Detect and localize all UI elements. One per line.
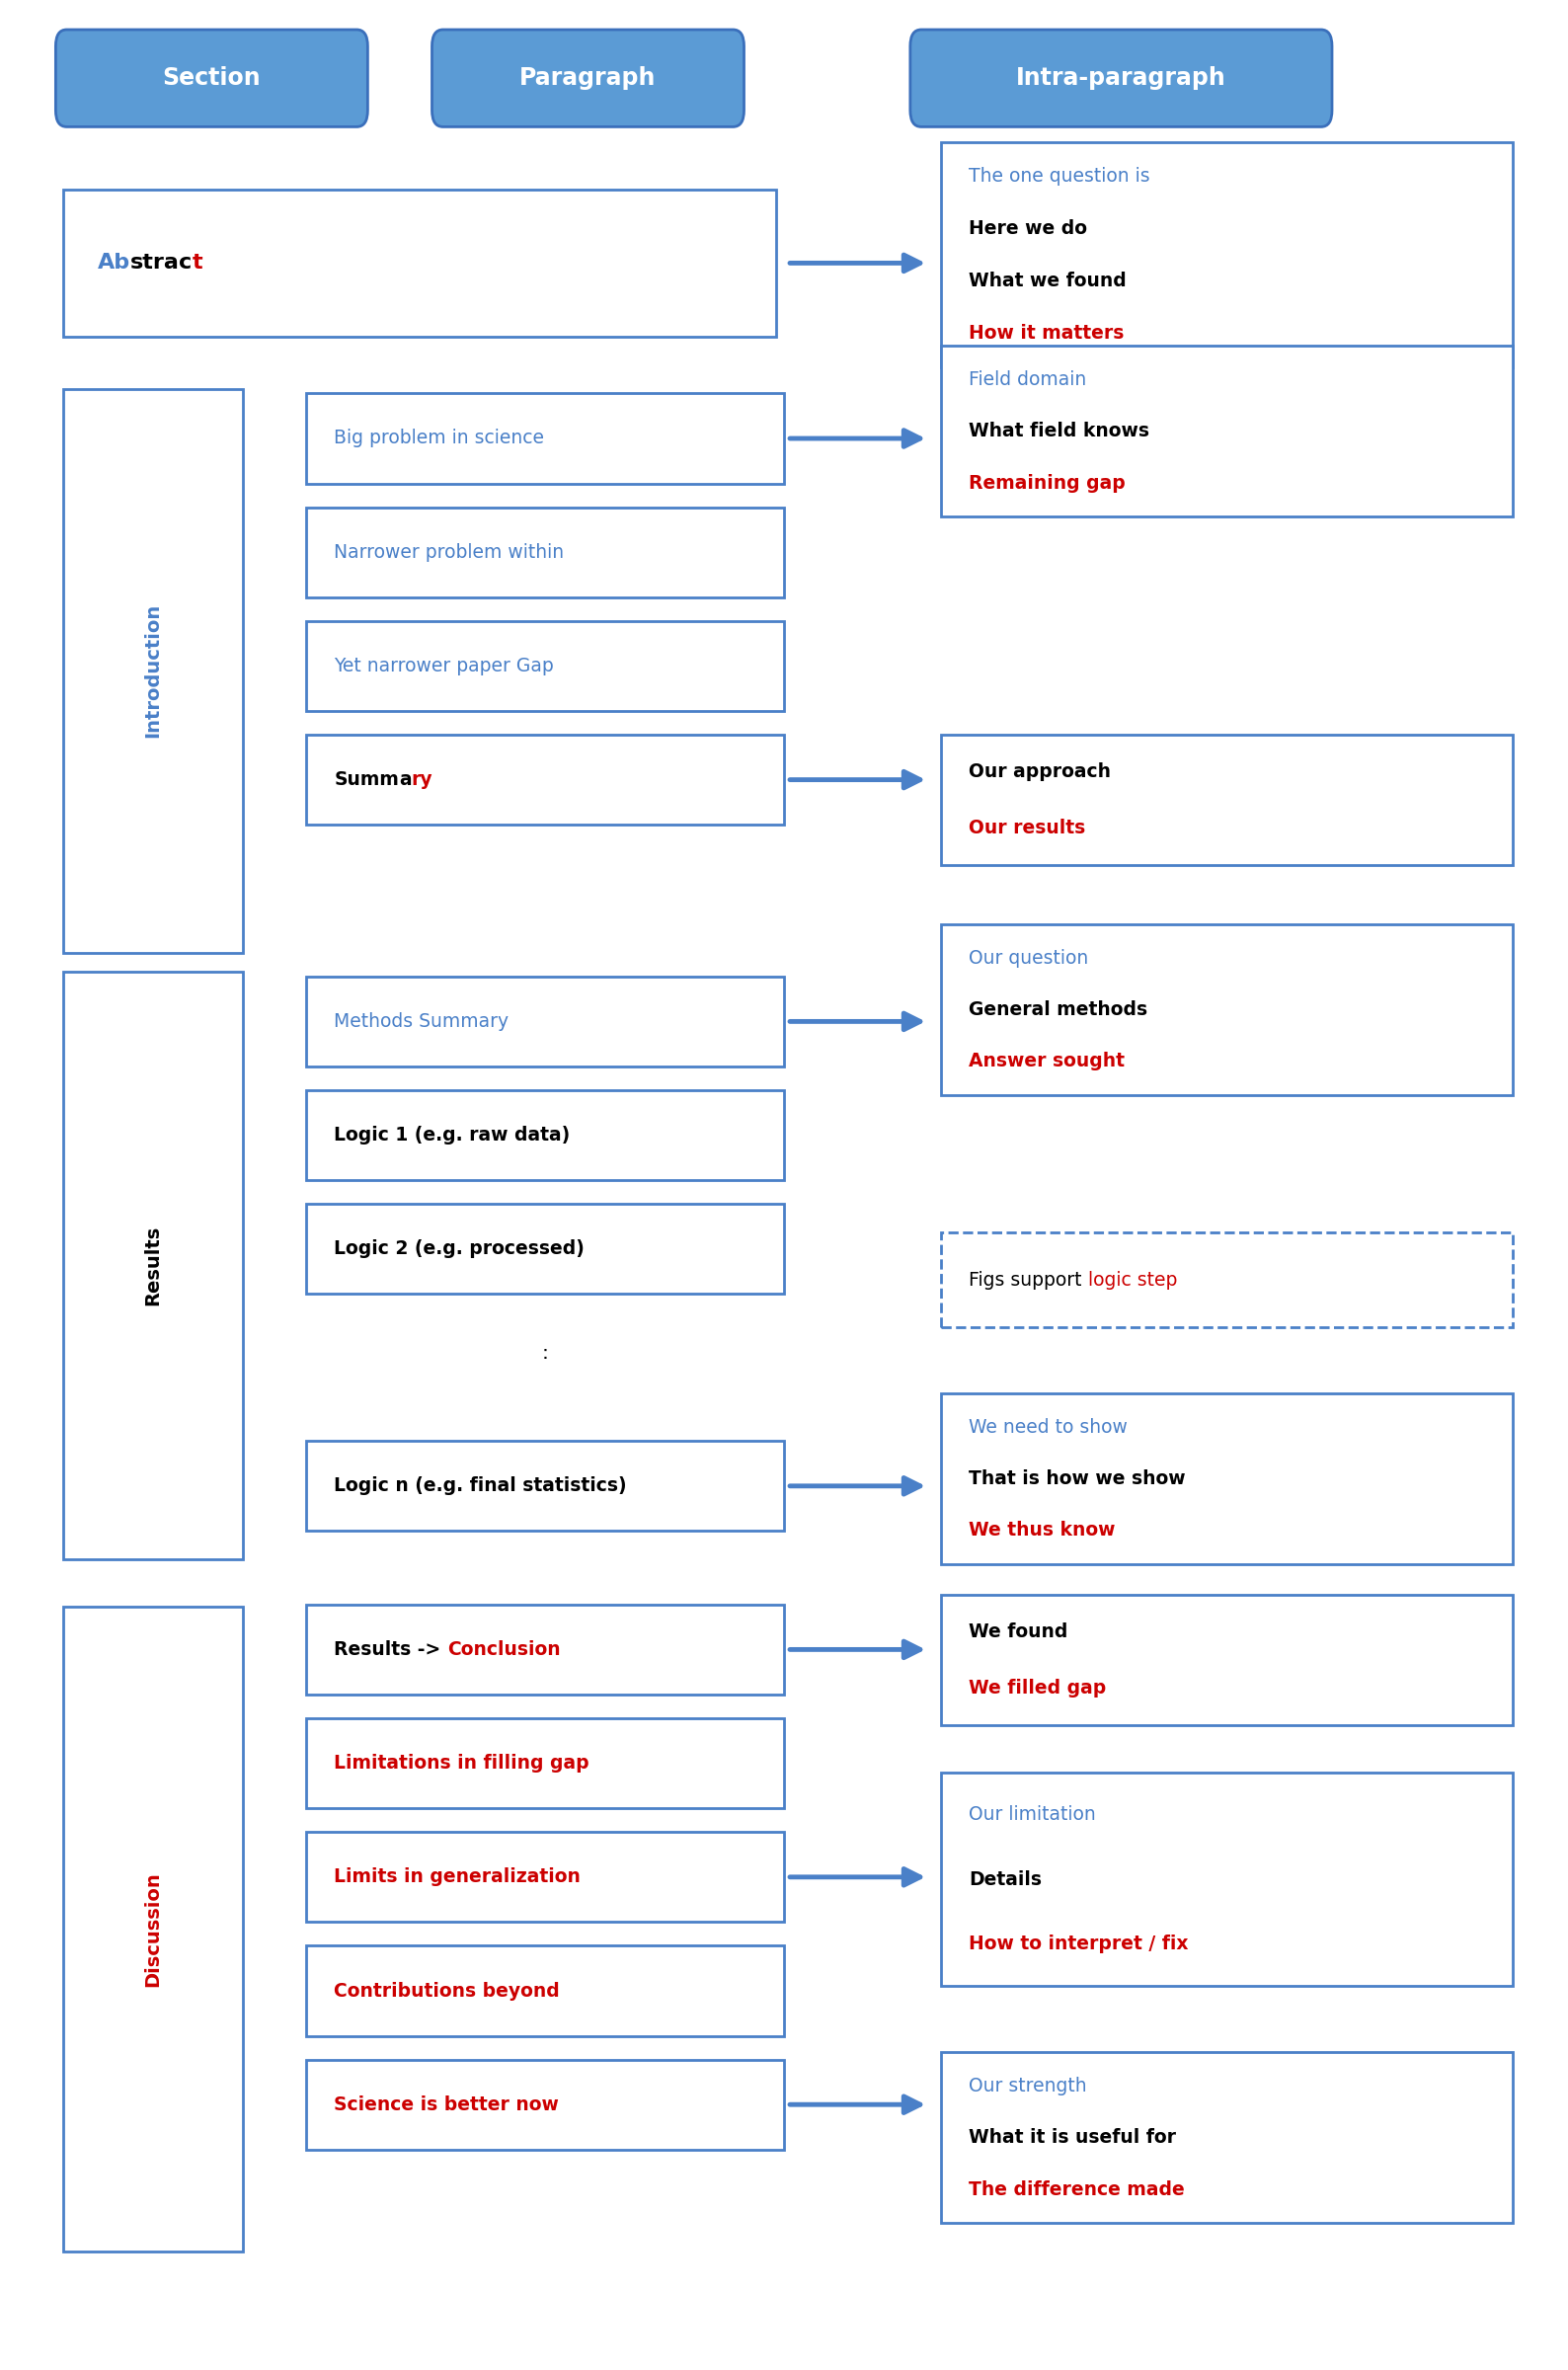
Text: Section: Section — [163, 66, 260, 90]
Text: t: t — [193, 254, 202, 273]
Text: How to interpret / fix: How to interpret / fix — [969, 1934, 1189, 1953]
Bar — [306, 1090, 784, 1180]
Text: We found: We found — [969, 1623, 1068, 1642]
Text: Ab: Ab — [97, 254, 130, 273]
Bar — [941, 735, 1513, 865]
Text: The difference made: The difference made — [969, 2180, 1185, 2199]
Text: Conclusion: Conclusion — [447, 1640, 560, 1659]
Bar — [941, 142, 1513, 367]
Text: Discussion: Discussion — [144, 1872, 162, 1986]
Bar — [63, 972, 243, 1559]
Bar — [306, 976, 784, 1066]
Bar — [941, 924, 1513, 1095]
FancyBboxPatch shape — [431, 28, 743, 126]
Text: Science is better now: Science is better now — [334, 2095, 558, 2114]
Bar — [306, 393, 784, 483]
Text: What it is useful for: What it is useful for — [969, 2128, 1176, 2147]
Bar — [306, 735, 784, 825]
Text: Contributions beyond: Contributions beyond — [334, 1981, 560, 2000]
Text: General methods: General methods — [969, 1000, 1148, 1019]
Text: stra: stra — [130, 254, 179, 273]
Text: What field knows: What field knows — [969, 422, 1149, 441]
Bar — [941, 2052, 1513, 2223]
Text: Results ->: Results -> — [334, 1640, 447, 1659]
Text: Limits in generalization: Limits in generalization — [334, 1868, 580, 1887]
Text: What we found: What we found — [969, 273, 1127, 292]
Bar — [941, 1232, 1513, 1327]
Text: We need to show: We need to show — [969, 1417, 1127, 1436]
Bar — [941, 1595, 1513, 1725]
Bar — [63, 1607, 243, 2252]
Text: Here we do: Here we do — [969, 218, 1088, 237]
Bar — [306, 507, 784, 597]
Text: Logic 1 (e.g. raw data): Logic 1 (e.g. raw data) — [334, 1126, 571, 1145]
Text: Logic 2 (e.g. processed): Logic 2 (e.g. processed) — [334, 1240, 585, 1258]
Text: Paragraph: Paragraph — [519, 66, 657, 90]
Text: Narrower problem within: Narrower problem within — [334, 543, 564, 562]
Text: That is how we show: That is how we show — [969, 1469, 1185, 1488]
Text: Intra-paragraph: Intra-paragraph — [1016, 66, 1226, 90]
Bar — [63, 389, 243, 953]
Bar — [306, 1946, 784, 2036]
Bar — [306, 1441, 784, 1531]
Text: c: c — [179, 254, 193, 273]
Text: a: a — [398, 770, 411, 789]
Bar — [941, 1394, 1513, 1564]
Text: :: : — [541, 1344, 549, 1363]
Bar — [63, 190, 776, 337]
Text: Our results: Our results — [969, 818, 1085, 837]
Text: Our approach: Our approach — [969, 763, 1112, 782]
Text: Results: Results — [144, 1225, 162, 1306]
Text: Big problem in science: Big problem in science — [334, 429, 544, 448]
Text: Our limitation: Our limitation — [969, 1806, 1096, 1825]
Text: Details: Details — [969, 1870, 1043, 1889]
Text: Limitations in filling gap: Limitations in filling gap — [334, 1754, 590, 1773]
Bar — [941, 346, 1513, 517]
Text: We thus know: We thus know — [969, 1522, 1116, 1540]
Bar — [306, 1604, 784, 1695]
Bar — [306, 2060, 784, 2150]
FancyBboxPatch shape — [909, 28, 1331, 126]
FancyBboxPatch shape — [56, 28, 367, 126]
Text: Introduction: Introduction — [144, 604, 162, 737]
Text: Yet narrower paper Gap: Yet narrower paper Gap — [334, 656, 554, 675]
Text: Logic n (e.g. final statistics): Logic n (e.g. final statistics) — [334, 1477, 627, 1495]
Text: Remaining gap: Remaining gap — [969, 474, 1126, 493]
Text: Figs support: Figs support — [969, 1270, 1088, 1289]
Bar — [306, 621, 784, 711]
Text: Summ: Summ — [334, 770, 398, 789]
Text: The one question is: The one question is — [969, 166, 1151, 185]
Text: Our strength: Our strength — [969, 2076, 1087, 2095]
Text: Our question: Our question — [969, 948, 1088, 967]
Text: Answer sought: Answer sought — [969, 1052, 1124, 1071]
Text: We filled gap: We filled gap — [969, 1678, 1107, 1697]
Bar — [306, 1204, 784, 1294]
Bar — [306, 1718, 784, 1808]
Text: logic step: logic step — [1088, 1270, 1178, 1289]
Text: Field domain: Field domain — [969, 370, 1087, 389]
Text: Methods Summary: Methods Summary — [334, 1012, 510, 1031]
Text: ry: ry — [411, 770, 433, 789]
Bar — [941, 1773, 1513, 1986]
Text: How it matters: How it matters — [969, 325, 1124, 344]
Bar — [306, 1832, 784, 1922]
